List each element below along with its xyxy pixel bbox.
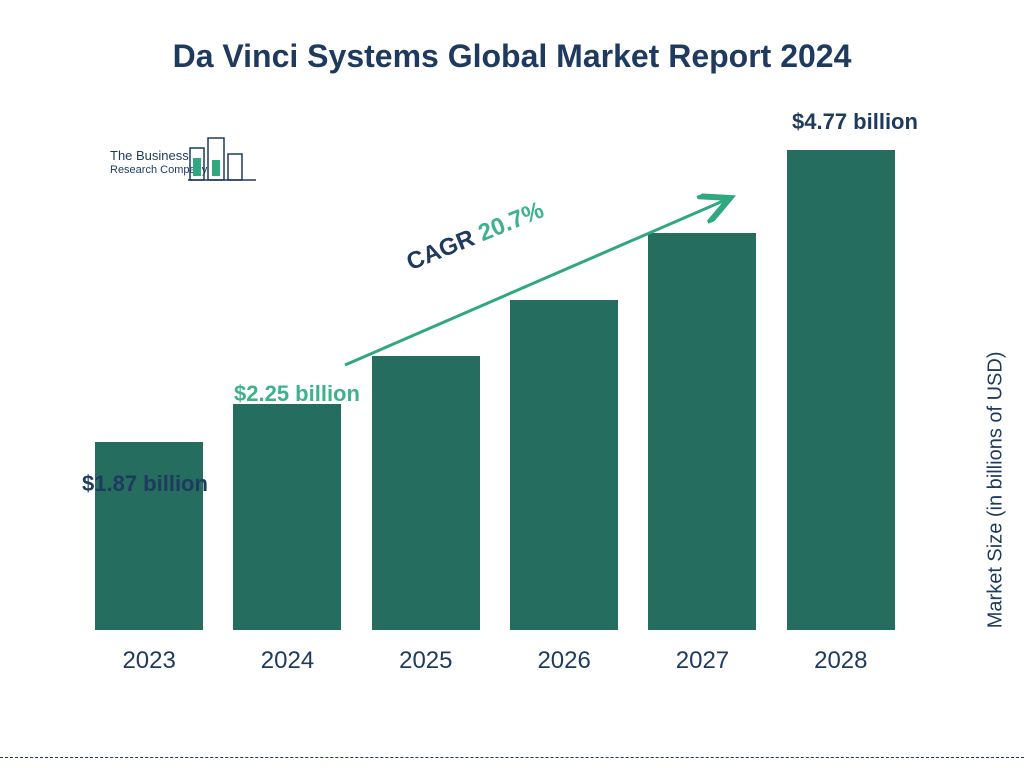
bar-2027 xyxy=(648,233,756,630)
callout-2023: $1.87 billion xyxy=(82,470,208,499)
x-label: 2028 xyxy=(781,647,901,675)
y-axis-label: Market Size (in billions of USD) xyxy=(985,352,1008,629)
bar-2028 xyxy=(787,150,895,630)
x-label: 2023 xyxy=(89,647,209,675)
bar-group xyxy=(642,233,762,630)
bar-group xyxy=(366,356,486,630)
x-label: 2027 xyxy=(642,647,762,675)
bars-container xyxy=(80,120,910,630)
bar-group xyxy=(781,150,901,630)
x-label: 2024 xyxy=(227,647,347,675)
bar-2025 xyxy=(372,356,480,630)
x-axis-labels: 2023 2024 2025 2026 2027 2028 xyxy=(80,647,910,675)
chart-area: 2023 2024 2025 2026 2027 2028 xyxy=(80,120,910,680)
x-label: 2026 xyxy=(504,647,624,675)
bar-2026 xyxy=(510,300,618,630)
bar-2024 xyxy=(233,404,341,630)
callout-2024: $2.25 billion xyxy=(234,380,360,409)
bottom-divider xyxy=(0,757,1024,758)
x-label: 2025 xyxy=(366,647,486,675)
chart-title: Da Vinci Systems Global Market Report 20… xyxy=(0,0,1024,75)
bar-group xyxy=(227,404,347,630)
bar-group xyxy=(504,300,624,630)
callout-2028: $4.77 billion xyxy=(792,108,918,137)
